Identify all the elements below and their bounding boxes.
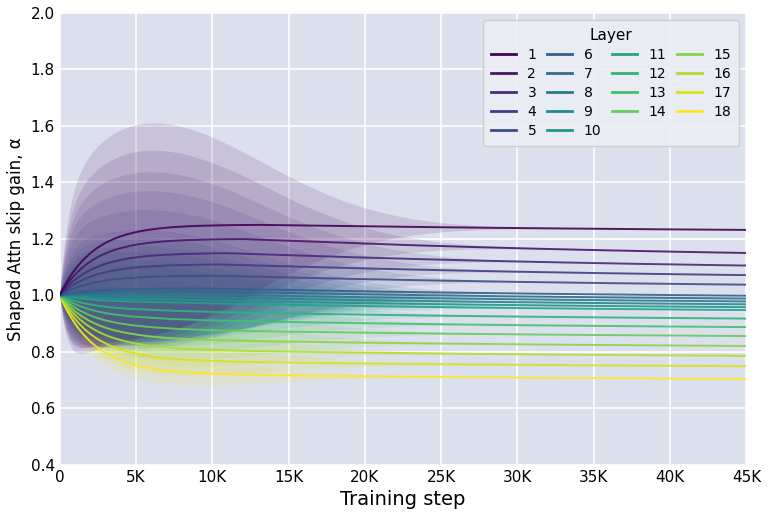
Legend: 1, 2, 3, 4, 5, 6, 7, 8, 9, 10, 11, 12, 13, 14, 15, 16, 17, 18: 1, 2, 3, 4, 5, 6, 7, 8, 9, 10, 11, 12, 1… (483, 20, 740, 146)
X-axis label: Training step: Training step (340, 490, 465, 509)
Y-axis label: Shaped Attn skip gain, α: Shaped Attn skip gain, α (7, 137, 25, 341)
